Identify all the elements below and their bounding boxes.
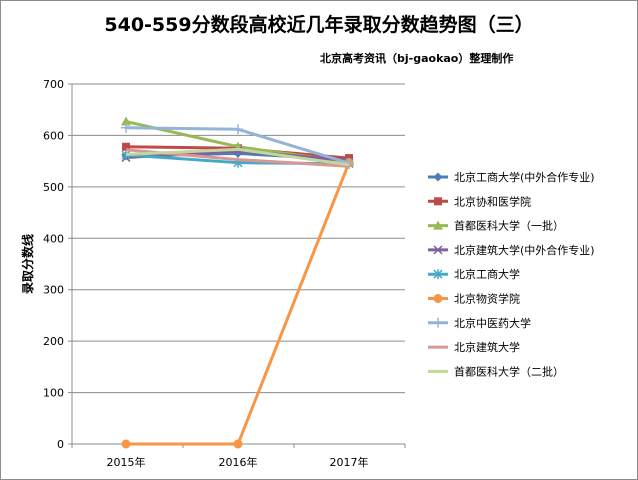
legend-entry: 北京中医药大学 <box>454 316 531 330</box>
x-tick-label: 2015年 <box>107 455 146 469</box>
data-point <box>121 116 131 126</box>
chart-title: 540-559分数段高校近几年录取分数趋势图（三） <box>104 14 534 36</box>
legend-marker <box>433 294 443 303</box>
y-axis-label: 录取分数线 <box>20 234 35 294</box>
legend-marker <box>433 269 443 280</box>
legend-entry: 北京建筑大学 <box>454 340 520 354</box>
y-tick-label: 0 <box>57 438 64 451</box>
y-tick-label: 600 <box>43 129 64 142</box>
legend-entry: 北京协和医学院 <box>454 194 531 208</box>
y-tick-label: 300 <box>43 284 64 297</box>
legend-marker <box>433 317 443 328</box>
y-tick-label: 100 <box>43 387 64 400</box>
series-line <box>125 147 350 167</box>
y-tick-label: 400 <box>43 232 64 245</box>
legend-entry: 首都医科大学（二批） <box>454 364 564 378</box>
data-point <box>121 149 131 160</box>
data-point <box>122 142 130 151</box>
legend-marker <box>433 245 443 255</box>
x-tick-label: 2017年 <box>330 455 369 469</box>
legend-entry: 北京工商大学(中外合作专业) <box>454 170 595 184</box>
legend-entry: 北京物资学院 <box>454 292 520 306</box>
y-tick-label: 700 <box>43 78 64 91</box>
chart-subtitle: 北京高考资讯（bj-gaokao）整理制作 <box>320 52 514 65</box>
legend-marker <box>433 220 443 230</box>
x-tick-label: 2016年 <box>219 455 258 469</box>
legend-entry: 北京建筑大学(中外合作专业) <box>454 243 595 257</box>
legend-marker <box>434 197 442 206</box>
series-line <box>126 162 351 446</box>
legend-entry: 北京工商大学 <box>454 267 520 281</box>
data-point <box>233 124 243 135</box>
data-point <box>233 439 243 449</box>
y-tick-label: 200 <box>43 335 64 348</box>
y-tick-label: 500 <box>43 181 64 194</box>
legend-marker <box>433 172 443 182</box>
legend-entry: 首都医科大学（一批） <box>454 219 564 233</box>
data-point <box>121 439 131 449</box>
data-point <box>121 122 131 133</box>
